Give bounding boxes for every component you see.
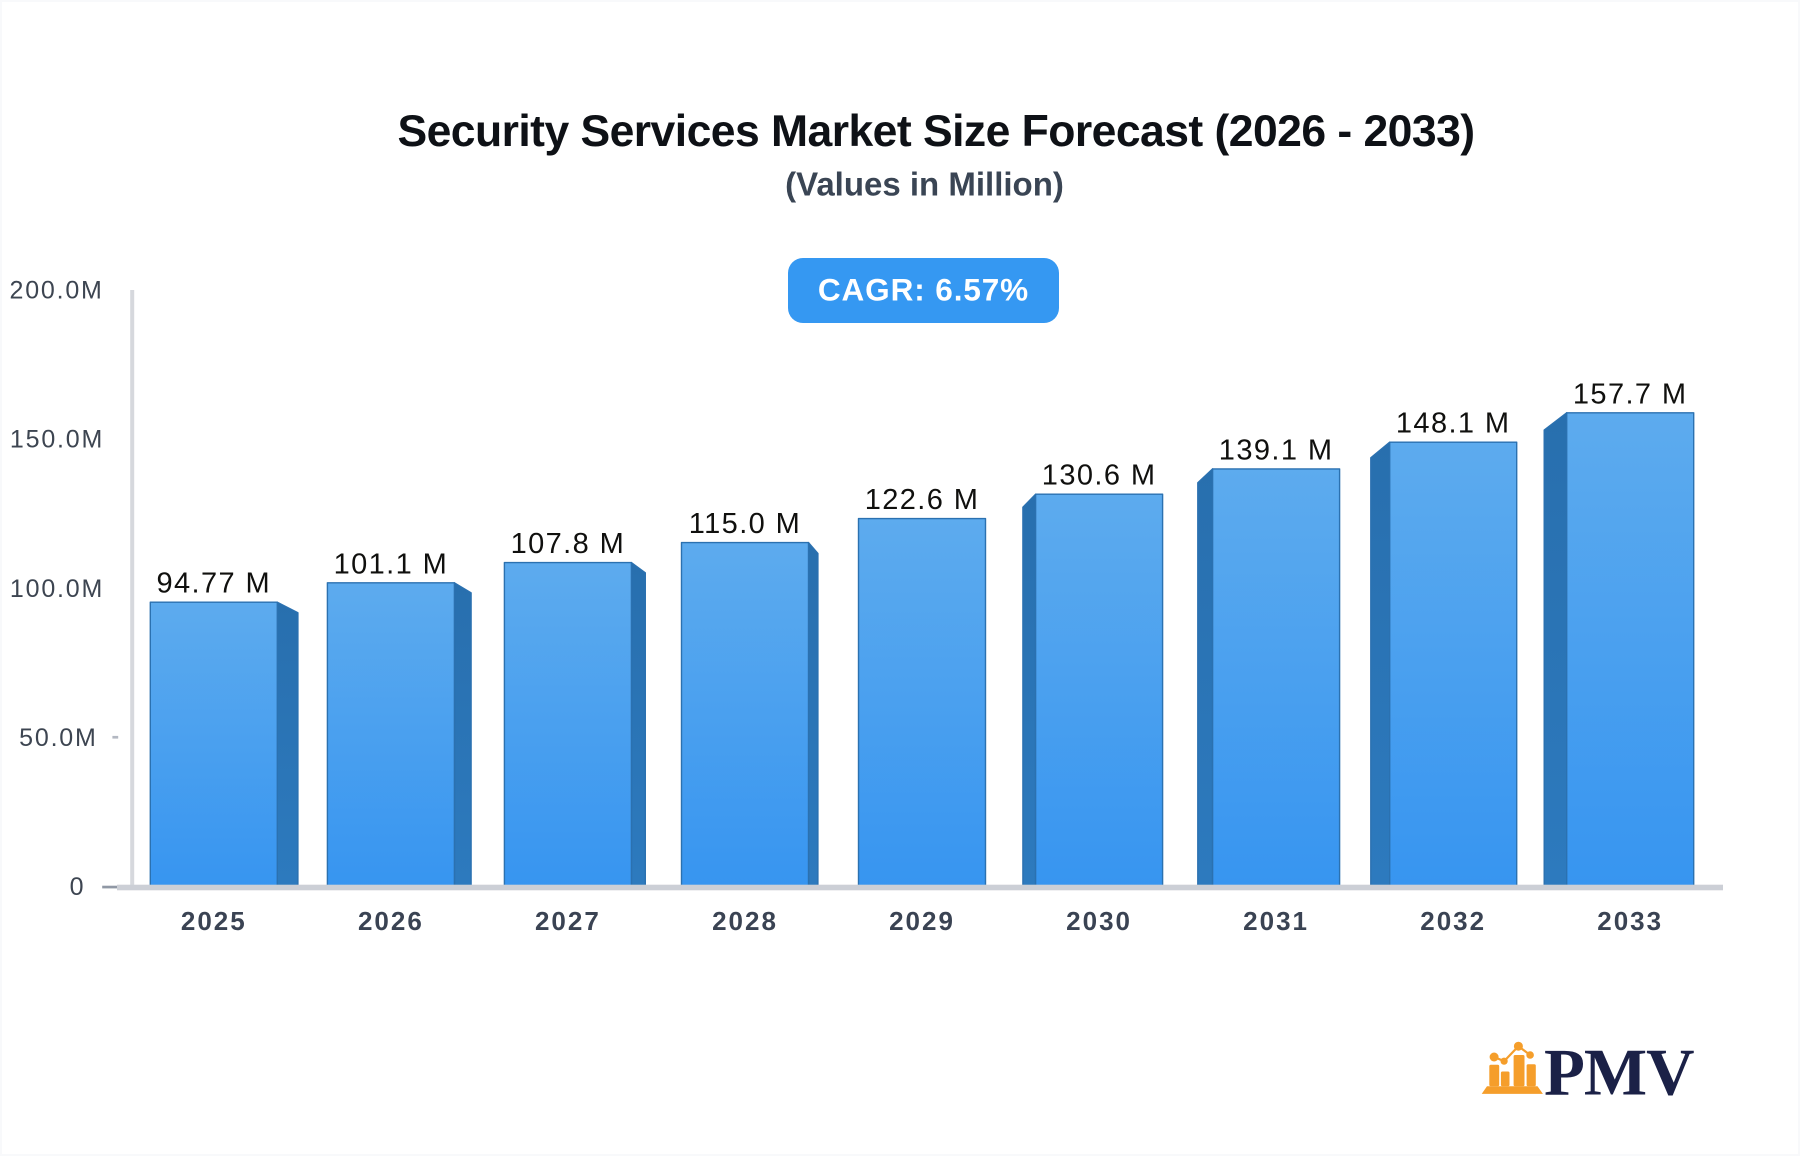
svg-text:94.77 M: 94.77 M [157,568,272,600]
svg-text:157.7 M: 157.7 M [1573,378,1688,410]
svg-text:(Values in Million): (Values in Million) [785,166,1064,203]
svg-text:139.1 M: 139.1 M [1219,434,1334,466]
svg-text:2032: 2032 [1420,906,1486,936]
svg-text:2027: 2027 [535,906,601,936]
svg-text:148.1 M: 148.1 M [1396,408,1511,440]
svg-text:2031: 2031 [1243,906,1309,936]
svg-text:CAGR: 6.57%: CAGR: 6.57% [818,272,1029,308]
svg-text:130.6 M: 130.6 M [1042,460,1157,492]
svg-text:2025: 2025 [181,906,247,936]
svg-text:50.0M: 50.0M [19,724,97,752]
svg-text:101.1 M: 101.1 M [334,548,449,580]
svg-text:PMV: PMV [1544,1036,1694,1110]
svg-text:2029: 2029 [889,906,955,936]
svg-text:100.0M: 100.0M [10,575,104,603]
svg-text:2030: 2030 [1066,906,1132,936]
svg-text:107.8 M: 107.8 M [511,528,626,560]
svg-text:150.0M: 150.0M [10,426,104,454]
svg-text:2028: 2028 [712,906,778,936]
svg-text:2033: 2033 [1597,906,1663,936]
svg-text:2026: 2026 [358,906,424,936]
svg-text:122.6 M: 122.6 M [865,484,980,516]
svg-text:200.0M: 200.0M [10,277,104,305]
svg-text:115.0 M: 115.0 M [689,508,801,540]
svg-text:Security Services Market Size: Security Services Market Size Forecast (… [397,107,1474,156]
svg-text:0: 0 [70,873,86,901]
